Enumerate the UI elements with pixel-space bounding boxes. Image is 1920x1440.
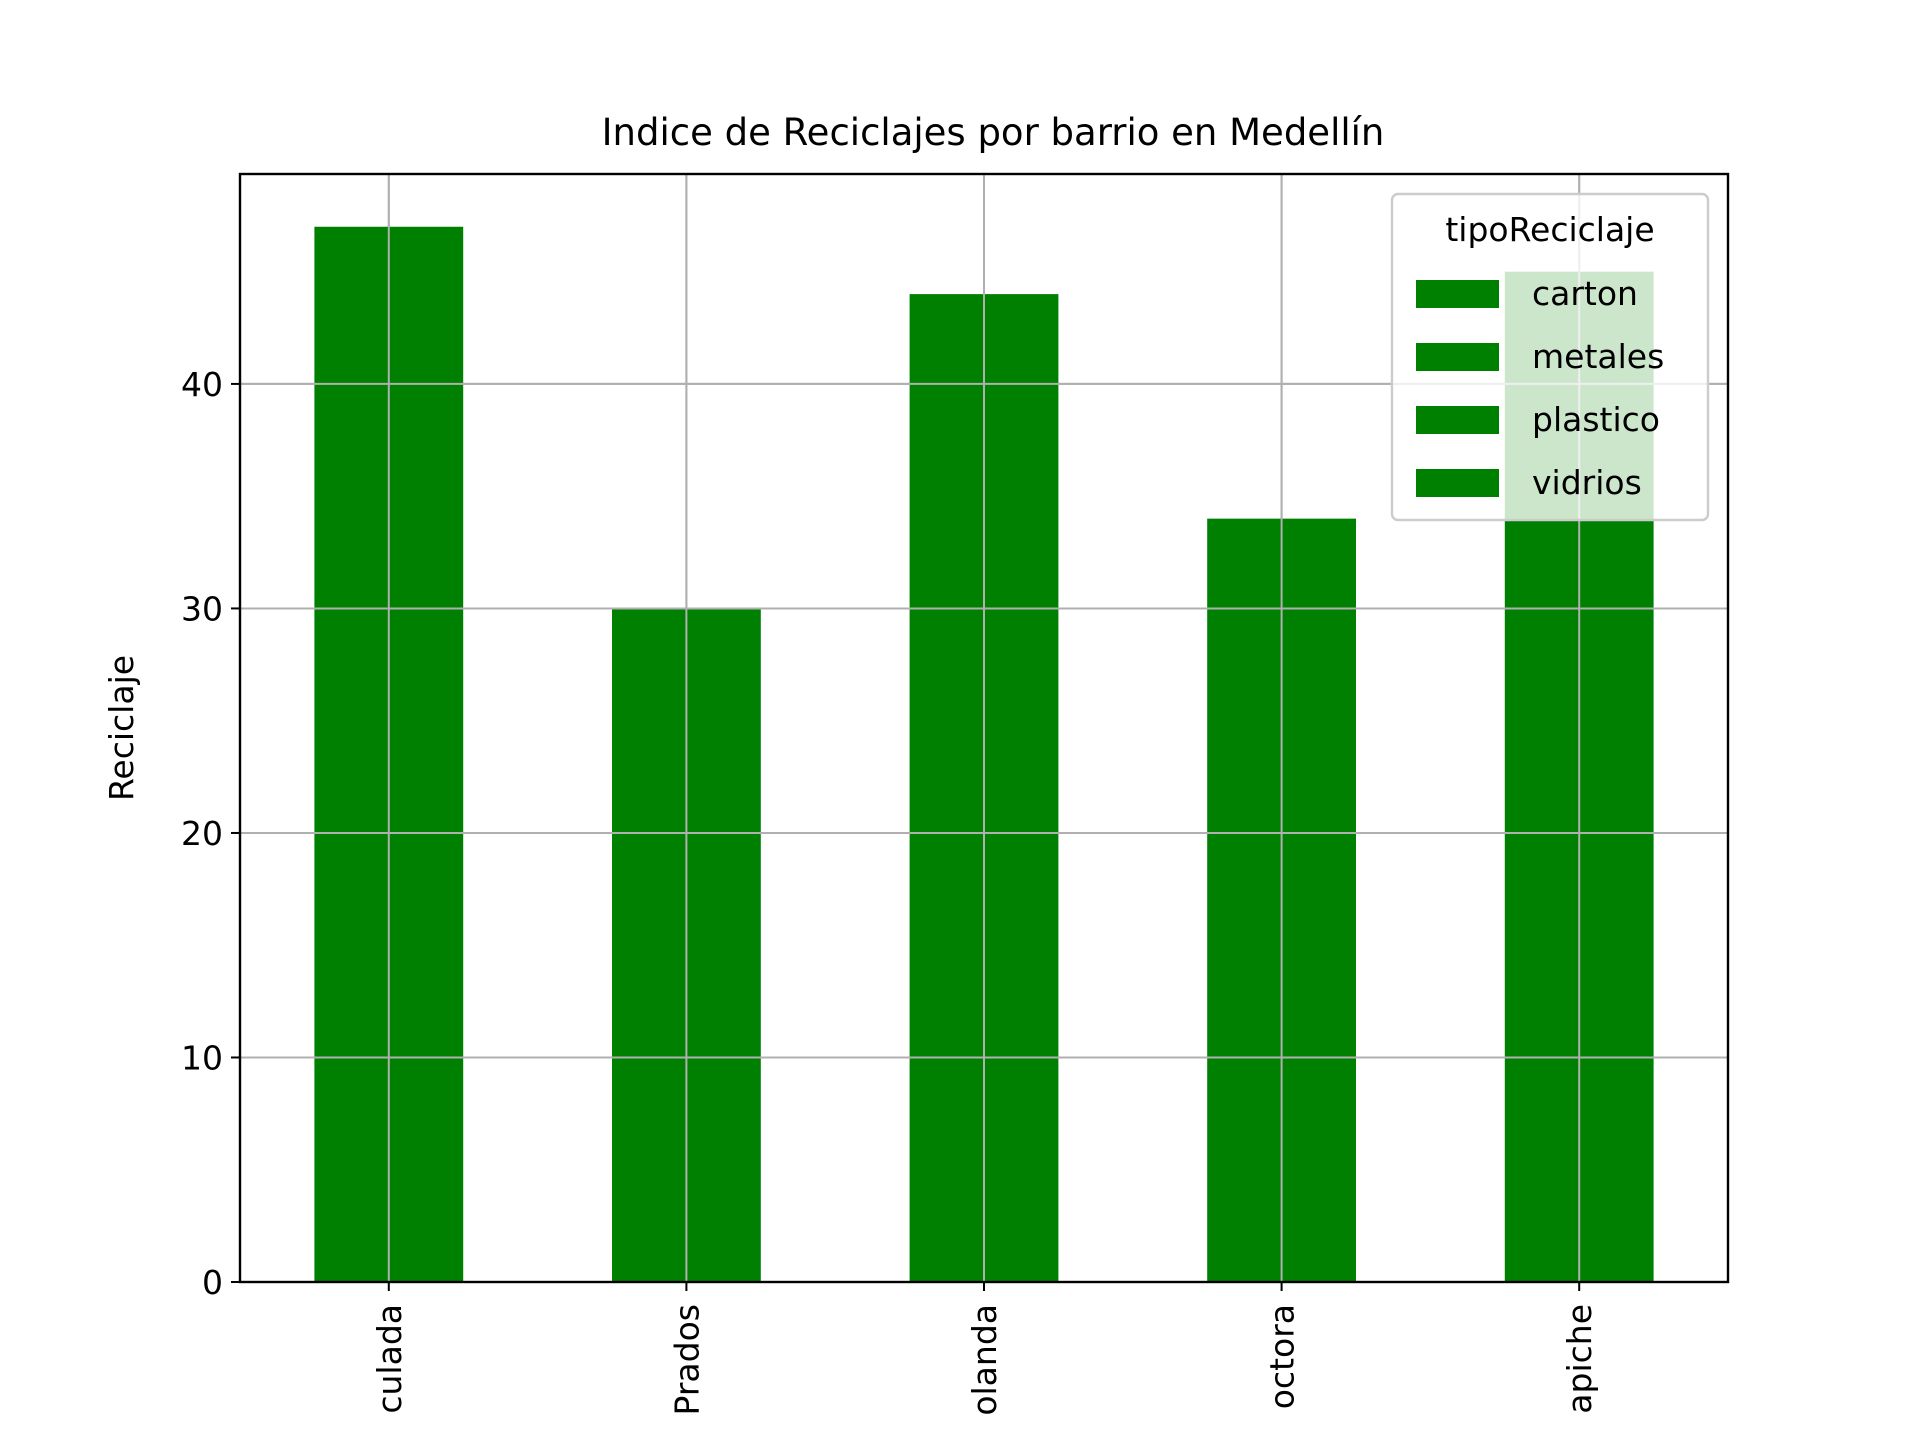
- legend-entries: carton metales plastico vidrios: [1416, 274, 1664, 502]
- legend-swatch-plastico: [1416, 406, 1499, 434]
- y-axis-ticks: 0 10 20 30 40: [181, 365, 240, 1302]
- y-tick-label: 30: [181, 589, 223, 628]
- y-tick-label: 10: [181, 1038, 223, 1077]
- y-tick-label: 40: [181, 365, 223, 404]
- x-tick-label: olanda: [965, 1304, 1004, 1416]
- y-axis-label: Reciclaje: [102, 655, 141, 801]
- legend-label-carton: carton: [1532, 274, 1638, 313]
- x-tick-label: Prados: [667, 1304, 706, 1415]
- legend-swatch-metales: [1416, 343, 1499, 371]
- legend-label-vidrios: vidrios: [1532, 463, 1642, 502]
- x-tick-label: apiche: [1560, 1304, 1599, 1414]
- y-tick-label: 20: [181, 814, 223, 853]
- gridlines-over-bars: [240, 174, 1728, 1283]
- legend-title: tipoReciclaje: [1445, 210, 1654, 249]
- x-tick-label: octora: [1263, 1304, 1302, 1409]
- y-tick-label: 0: [202, 1263, 223, 1302]
- legend-label-plastico: plastico: [1532, 400, 1660, 439]
- legend-label-metales: metales: [1532, 337, 1664, 376]
- x-axis-ticks: culada Prados olanda octora apiche: [370, 1282, 1599, 1416]
- legend-swatch-carton: [1416, 280, 1499, 308]
- legend-swatch-vidrios: [1416, 469, 1499, 497]
- x-tick-label: culada: [370, 1304, 409, 1414]
- legend-box: [1390, 192, 1710, 522]
- chart-title: Indice de Reciclajes por barrio en Medel…: [602, 111, 1385, 154]
- legend: tipoReciclaje carton metales plastico vidri…: [1390, 192, 1710, 522]
